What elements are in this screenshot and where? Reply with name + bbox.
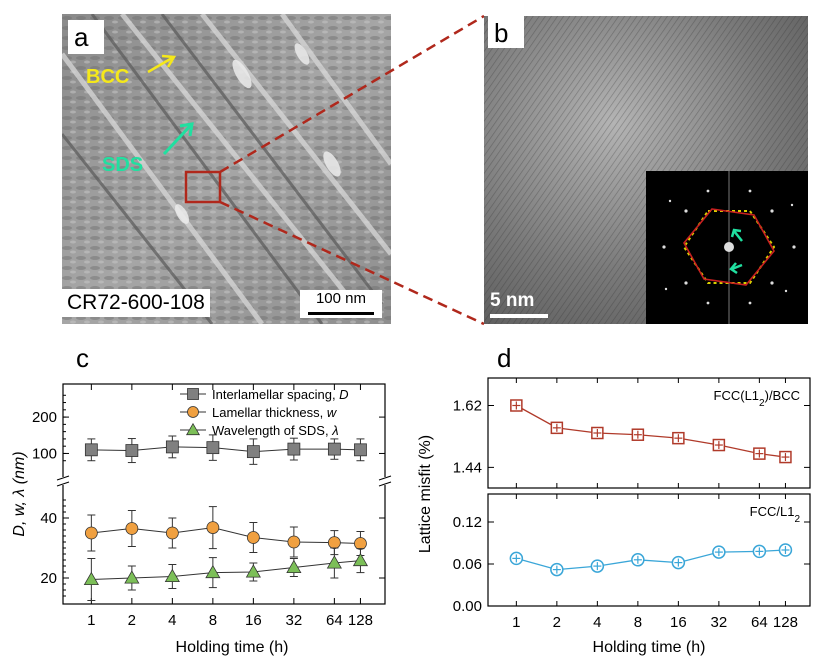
chart-c-legend-label: Interlamellar spacing, D xyxy=(212,387,349,402)
chart-c-point xyxy=(84,443,98,457)
chart-c-point xyxy=(246,445,260,459)
chart-c-axis-break xyxy=(56,481,70,487)
chart-c-xlabel: Holding time (h) xyxy=(176,639,289,656)
chart-c-xtick-label: 128 xyxy=(348,612,373,629)
chart-c-xtick-label: 4 xyxy=(168,612,176,629)
chart-d-top-frame xyxy=(487,377,811,489)
panel-letter-d: d xyxy=(497,343,512,373)
micrograph-b-image xyxy=(484,16,808,324)
chart-d-xtick-label: 2 xyxy=(553,614,561,631)
chart-c-point xyxy=(245,564,261,578)
chart-d-subplot-label: FCC(L12)/BCC xyxy=(714,388,800,409)
chart-d-ylabel: Lattice misfit (%) xyxy=(417,435,434,553)
chart-c-point xyxy=(327,442,341,456)
chart-c-legend-label: Wavelength of SDS, λ xyxy=(212,423,339,438)
chart-c-xtick-label: 2 xyxy=(128,612,136,629)
chart-d-xtick-label: 64 xyxy=(751,614,768,631)
chart-c-point xyxy=(205,564,221,579)
chart-c-axis-break xyxy=(378,481,392,487)
chart-c-point xyxy=(246,531,260,544)
chart-d-xtick-label: 4 xyxy=(593,614,601,631)
chart-d-xtick-label: 128 xyxy=(773,614,798,631)
chart-c-xtick-label: 64 xyxy=(326,612,343,629)
chart-c-legend: Interlamellar spacing, D Lamellar thickne… xyxy=(180,387,349,438)
chart-c-point xyxy=(84,526,98,540)
scalebar-a: 100 nm xyxy=(300,290,382,318)
chart-d-series-line xyxy=(516,549,786,571)
chart-d: 1 2 4 8 16 32 64 128 1.44 1.62 FCC(L12)/BCC 0.00 0.0… xyxy=(417,377,811,656)
chart-d-series-line xyxy=(516,404,786,458)
chart-c-xtick-label: 8 xyxy=(209,612,217,629)
chart-c-point xyxy=(124,570,140,584)
chart-c-axis-break-gap xyxy=(380,477,390,485)
scalebar-b-label: 5 nm xyxy=(490,290,535,311)
panel-b-micrograph: b 5 nm xyxy=(484,16,808,324)
chart-c-ytick-label: 100 xyxy=(32,445,57,462)
chart-c: Interlamellar spacing, D Lamellar thickne… xyxy=(11,383,392,656)
chart-d-subplot-label: FCC/L12 xyxy=(750,504,801,525)
chart-c-series-line xyxy=(91,560,361,580)
chart-c-legend-label: Lamellar thickness, w xyxy=(212,405,338,420)
chart-d-xlabel: Holding time (h) xyxy=(593,639,706,656)
chart-d-ytick-label: 1.44 xyxy=(453,459,482,476)
panel-letter-a: a xyxy=(74,22,89,52)
sample-label: CR72-600-108 xyxy=(62,289,210,317)
fft-arrow-icon xyxy=(729,228,743,275)
chart-c-ytick-label: 20 xyxy=(40,570,57,587)
chart-c-legend-marker xyxy=(187,388,199,400)
chart-c-point xyxy=(83,571,99,586)
chart-c-series-line xyxy=(91,527,361,544)
bcc-label: BCC xyxy=(86,66,130,88)
chart-c-point xyxy=(287,535,301,549)
sds-arrow-icon xyxy=(162,122,194,156)
chart-c-point xyxy=(164,568,180,583)
chart-c-point xyxy=(125,522,139,535)
chart-c-xtick-label: 1 xyxy=(87,612,95,629)
chart-d-xtick-label: 8 xyxy=(634,614,642,631)
chart-c-point xyxy=(125,444,139,457)
chart-c-point xyxy=(165,440,179,454)
chart-c-axis-break-gap xyxy=(58,477,68,485)
chart-c-legend-marker xyxy=(185,422,201,436)
chart-c-frame xyxy=(62,383,386,605)
bcc-arrow-icon xyxy=(147,54,177,74)
sds-label: SDS xyxy=(102,154,144,176)
region-box xyxy=(184,170,222,204)
chart-c-point xyxy=(286,559,302,574)
chart-c-point xyxy=(165,526,179,540)
chart-c-point xyxy=(287,442,301,456)
chart-c-axis-break xyxy=(378,475,392,481)
fft-inset xyxy=(646,171,808,324)
chart-c-ytick-label: 40 xyxy=(40,510,57,527)
chart-c-axis-break xyxy=(56,475,70,481)
chart-d-bottom-frame xyxy=(487,493,811,607)
chart-c-point xyxy=(326,555,342,569)
chart-d-ytick-label: 1.62 xyxy=(453,398,482,415)
chart-c-point xyxy=(354,443,367,457)
panel-letter-c: c xyxy=(76,343,89,373)
panel-letter-b: b xyxy=(494,18,509,48)
chart-c-point xyxy=(352,552,369,567)
chart-c-point xyxy=(206,441,220,455)
chart-c-point xyxy=(327,536,341,550)
chart-d-xtick-label: 16 xyxy=(670,614,687,631)
chart-c-point xyxy=(206,521,220,535)
scalebar-a-label: 100 nm xyxy=(315,290,367,307)
chart-d-ytick-label: 0.06 xyxy=(453,556,482,573)
chart-c-xtick-label: 32 xyxy=(286,612,303,629)
chart-c-legend-marker xyxy=(187,406,199,418)
chart-c-ylabel: D, w, λ (nm) xyxy=(11,451,28,536)
chart-c-series-line xyxy=(91,446,361,453)
scalebar-b: 5 nm xyxy=(490,290,552,320)
chart-c-ytick-label: 200 xyxy=(32,409,57,426)
chart-d-xtick-label: 32 xyxy=(711,614,728,631)
chart-d-ytick-label: 0.00 xyxy=(453,598,482,615)
chart-d-ytick-label: 0.12 xyxy=(453,514,482,531)
chart-c-xtick-label: 16 xyxy=(245,612,262,629)
chart-d-xtick-label: 1 xyxy=(512,614,520,631)
chart-c-point xyxy=(354,537,367,550)
